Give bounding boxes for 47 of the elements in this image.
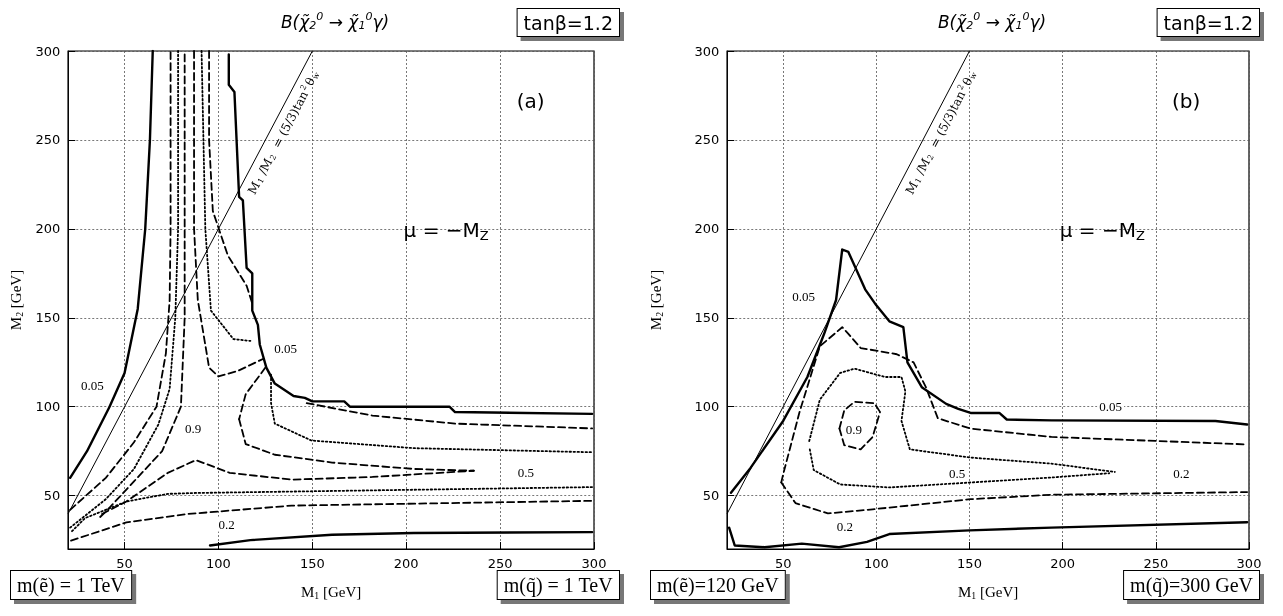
annotation: 0.5: [949, 465, 966, 481]
y-tick-label: 50: [702, 488, 720, 504]
text: m(q̃) = 1 TeV: [503, 574, 614, 597]
y-axis-title: M2 [GeV]: [647, 269, 665, 331]
y-tick-label: 150: [35, 310, 61, 326]
x-tick-label: 250: [487, 556, 513, 571]
annotation: 0.5: [517, 464, 535, 480]
annotation: 0.05: [792, 289, 815, 305]
x-tick-label: 150: [299, 556, 325, 571]
annotation: 0.9: [845, 422, 863, 438]
x-tick-label: 300: [1236, 556, 1262, 571]
annotation: 0.05: [81, 377, 104, 393]
text: tanβ=1.2: [523, 11, 614, 34]
y-tick-label: 50: [43, 488, 61, 504]
annotation: 0.2: [836, 519, 854, 535]
annotation: 0.05: [1099, 399, 1123, 415]
y-tick-label: 300: [35, 43, 61, 59]
x-tick-label: 50: [116, 556, 133, 571]
annotation: μ = −MZ: [403, 218, 489, 243]
x-tick-label: 150: [957, 556, 982, 571]
annotation: 0.05: [274, 341, 298, 357]
y-tick-label: 100: [35, 399, 61, 415]
text: m(ẽ) = 1 TeV: [17, 574, 126, 597]
x-tick-label: 100: [206, 556, 231, 571]
x-tick-label: 300: [581, 556, 607, 571]
annotation: 0.9: [185, 421, 202, 437]
annotation: 0.2: [1173, 465, 1190, 481]
x-tick-label: 200: [1050, 556, 1076, 571]
y-tick-label: 150: [694, 310, 720, 326]
x-tick-label: 100: [863, 556, 889, 571]
y-tick-label: 250: [35, 132, 61, 148]
y-tick-label: 200: [35, 221, 61, 237]
annotation: (b): [1171, 88, 1201, 113]
annotation: μ = −MZ: [1059, 218, 1145, 243]
annotation: (a): [516, 88, 545, 113]
y-axis-title: M2 [GeV]: [7, 269, 25, 331]
x-tick-label: 200: [393, 556, 419, 571]
annotation: 0.2: [218, 516, 235, 532]
y-tick-label: 250: [694, 132, 720, 148]
y-tick-label: 200: [694, 221, 720, 237]
y-tick-label: 300: [694, 43, 720, 59]
x-tick-label: 50: [774, 556, 792, 571]
text: m(ẽ)=120 GeV: [657, 574, 780, 597]
text: tanβ=1.2: [1163, 11, 1254, 34]
text: m(q̃)=300 GeV: [1130, 574, 1254, 597]
x-tick-label: 250: [1143, 556, 1169, 571]
y-tick-label: 100: [694, 399, 720, 415]
